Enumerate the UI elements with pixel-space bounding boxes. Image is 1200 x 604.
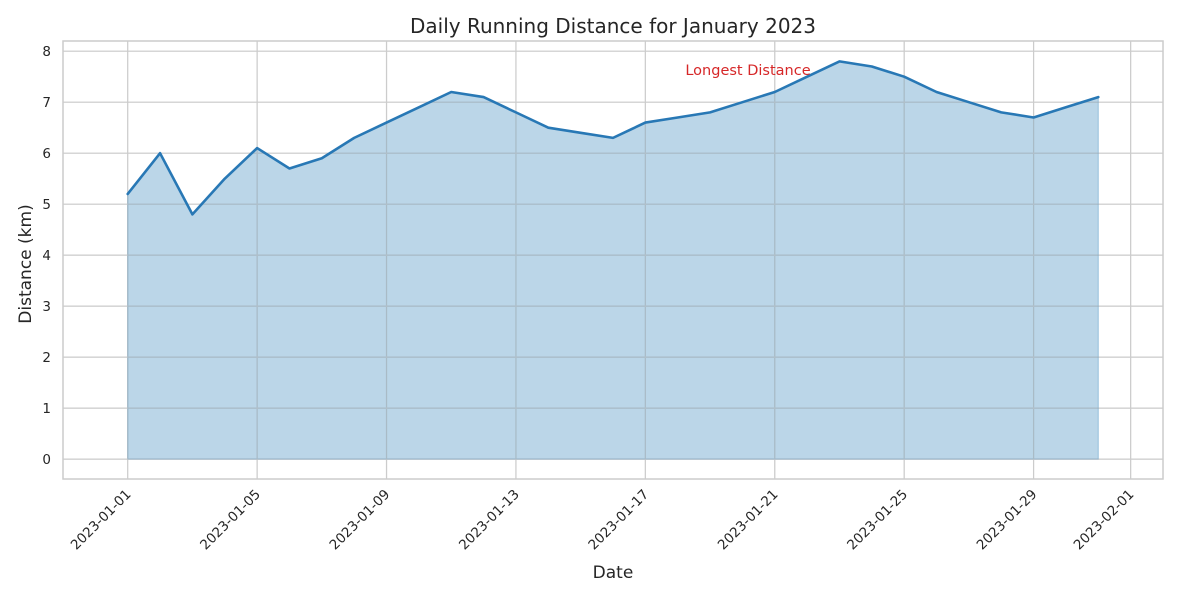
y-axis-label: Distance (km) <box>16 204 36 323</box>
grid-lines <box>63 41 1163 479</box>
chart-title: Daily Running Distance for January 2023 <box>410 14 816 38</box>
overlay-grid-lines <box>63 41 1163 479</box>
y-tick-label-7: 7 <box>42 95 51 111</box>
y-tick-label-8: 8 <box>42 44 51 60</box>
plot-frame-border <box>62 40 1164 480</box>
y-tick-label-0: 0 <box>42 452 51 468</box>
y-tick-label-1: 1 <box>42 401 51 417</box>
y-tick-label-2: 2 <box>42 350 51 366</box>
y-tick-label-6: 6 <box>42 146 51 162</box>
plot-frame <box>62 40 1164 480</box>
y-tick-label-4: 4 <box>42 248 51 264</box>
line-layer <box>126 60 1100 216</box>
y-tick-label-3: 3 <box>42 299 51 315</box>
y-tick-label-5: 5 <box>42 197 51 213</box>
x-axis-label: Date <box>593 563 634 583</box>
series-line <box>126 60 1100 216</box>
annotation-longest-distance: Longest Distance <box>685 63 810 79</box>
